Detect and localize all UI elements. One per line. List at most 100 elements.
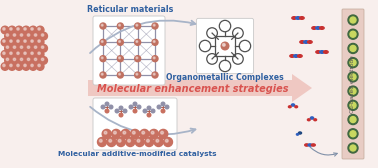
Circle shape [153, 57, 155, 59]
Circle shape [12, 57, 19, 64]
Ellipse shape [304, 41, 308, 43]
Circle shape [20, 46, 23, 48]
Circle shape [10, 40, 12, 42]
Circle shape [118, 139, 121, 142]
Circle shape [135, 23, 141, 29]
Circle shape [17, 52, 19, 54]
Circle shape [26, 57, 33, 64]
Circle shape [149, 129, 158, 138]
Circle shape [143, 109, 147, 113]
Circle shape [135, 39, 141, 45]
Ellipse shape [324, 51, 328, 53]
Circle shape [133, 109, 137, 113]
Circle shape [29, 63, 37, 70]
Circle shape [1, 26, 9, 34]
Circle shape [350, 88, 356, 94]
Circle shape [117, 56, 123, 62]
Circle shape [350, 31, 356, 37]
Circle shape [350, 46, 356, 51]
Polygon shape [88, 74, 312, 102]
Circle shape [156, 139, 159, 142]
Circle shape [153, 41, 155, 43]
Circle shape [350, 117, 356, 122]
FancyBboxPatch shape [93, 16, 165, 85]
Circle shape [132, 131, 135, 134]
Circle shape [19, 57, 26, 64]
FancyBboxPatch shape [197, 18, 254, 74]
Circle shape [3, 52, 5, 54]
Circle shape [36, 51, 44, 58]
Circle shape [8, 51, 16, 58]
Circle shape [119, 41, 121, 43]
Ellipse shape [290, 55, 294, 57]
Circle shape [123, 109, 127, 113]
Circle shape [38, 40, 40, 42]
Circle shape [135, 137, 144, 146]
Circle shape [33, 32, 40, 40]
Circle shape [119, 73, 121, 75]
Ellipse shape [316, 51, 321, 53]
Circle shape [100, 56, 106, 62]
Ellipse shape [295, 106, 297, 108]
Circle shape [24, 28, 26, 30]
Circle shape [153, 73, 155, 75]
Ellipse shape [292, 17, 296, 19]
Circle shape [151, 109, 155, 113]
Circle shape [135, 72, 141, 78]
Circle shape [36, 38, 44, 46]
Circle shape [123, 131, 126, 134]
Circle shape [116, 137, 125, 146]
Circle shape [133, 102, 137, 106]
Circle shape [34, 34, 37, 36]
Circle shape [119, 106, 123, 110]
Circle shape [5, 45, 12, 52]
Circle shape [40, 32, 48, 40]
Circle shape [31, 52, 33, 54]
Circle shape [350, 102, 356, 108]
Circle shape [117, 72, 123, 78]
Circle shape [119, 24, 121, 26]
Circle shape [36, 26, 44, 34]
Circle shape [12, 45, 19, 52]
Ellipse shape [305, 144, 309, 146]
Circle shape [36, 63, 44, 70]
Circle shape [107, 137, 116, 146]
Circle shape [6, 46, 9, 48]
Circle shape [348, 15, 358, 25]
Circle shape [152, 72, 158, 78]
Circle shape [3, 40, 5, 42]
Circle shape [140, 129, 149, 138]
Circle shape [22, 63, 30, 70]
Circle shape [348, 143, 358, 153]
Circle shape [100, 72, 106, 78]
Circle shape [40, 57, 48, 64]
Circle shape [31, 28, 33, 30]
Circle shape [33, 57, 40, 64]
Circle shape [17, 28, 19, 30]
Circle shape [136, 73, 138, 75]
Circle shape [348, 44, 358, 53]
Ellipse shape [307, 119, 310, 121]
Circle shape [12, 32, 19, 40]
Circle shape [159, 129, 168, 138]
Text: Molecular additive-modified catalysts: Molecular additive-modified catalysts [58, 151, 216, 157]
Circle shape [5, 57, 12, 64]
Circle shape [3, 28, 5, 30]
Circle shape [38, 28, 40, 30]
Circle shape [136, 57, 138, 59]
Circle shape [34, 46, 37, 48]
Ellipse shape [314, 119, 316, 121]
Circle shape [31, 64, 33, 67]
Circle shape [112, 129, 121, 138]
Ellipse shape [308, 144, 312, 146]
Circle shape [31, 40, 33, 42]
Circle shape [41, 34, 44, 36]
Circle shape [6, 34, 9, 36]
Ellipse shape [300, 41, 304, 43]
Circle shape [126, 137, 135, 146]
Circle shape [165, 105, 169, 109]
Circle shape [15, 26, 23, 34]
FancyBboxPatch shape [342, 9, 364, 159]
Circle shape [115, 109, 119, 113]
Circle shape [19, 45, 26, 52]
